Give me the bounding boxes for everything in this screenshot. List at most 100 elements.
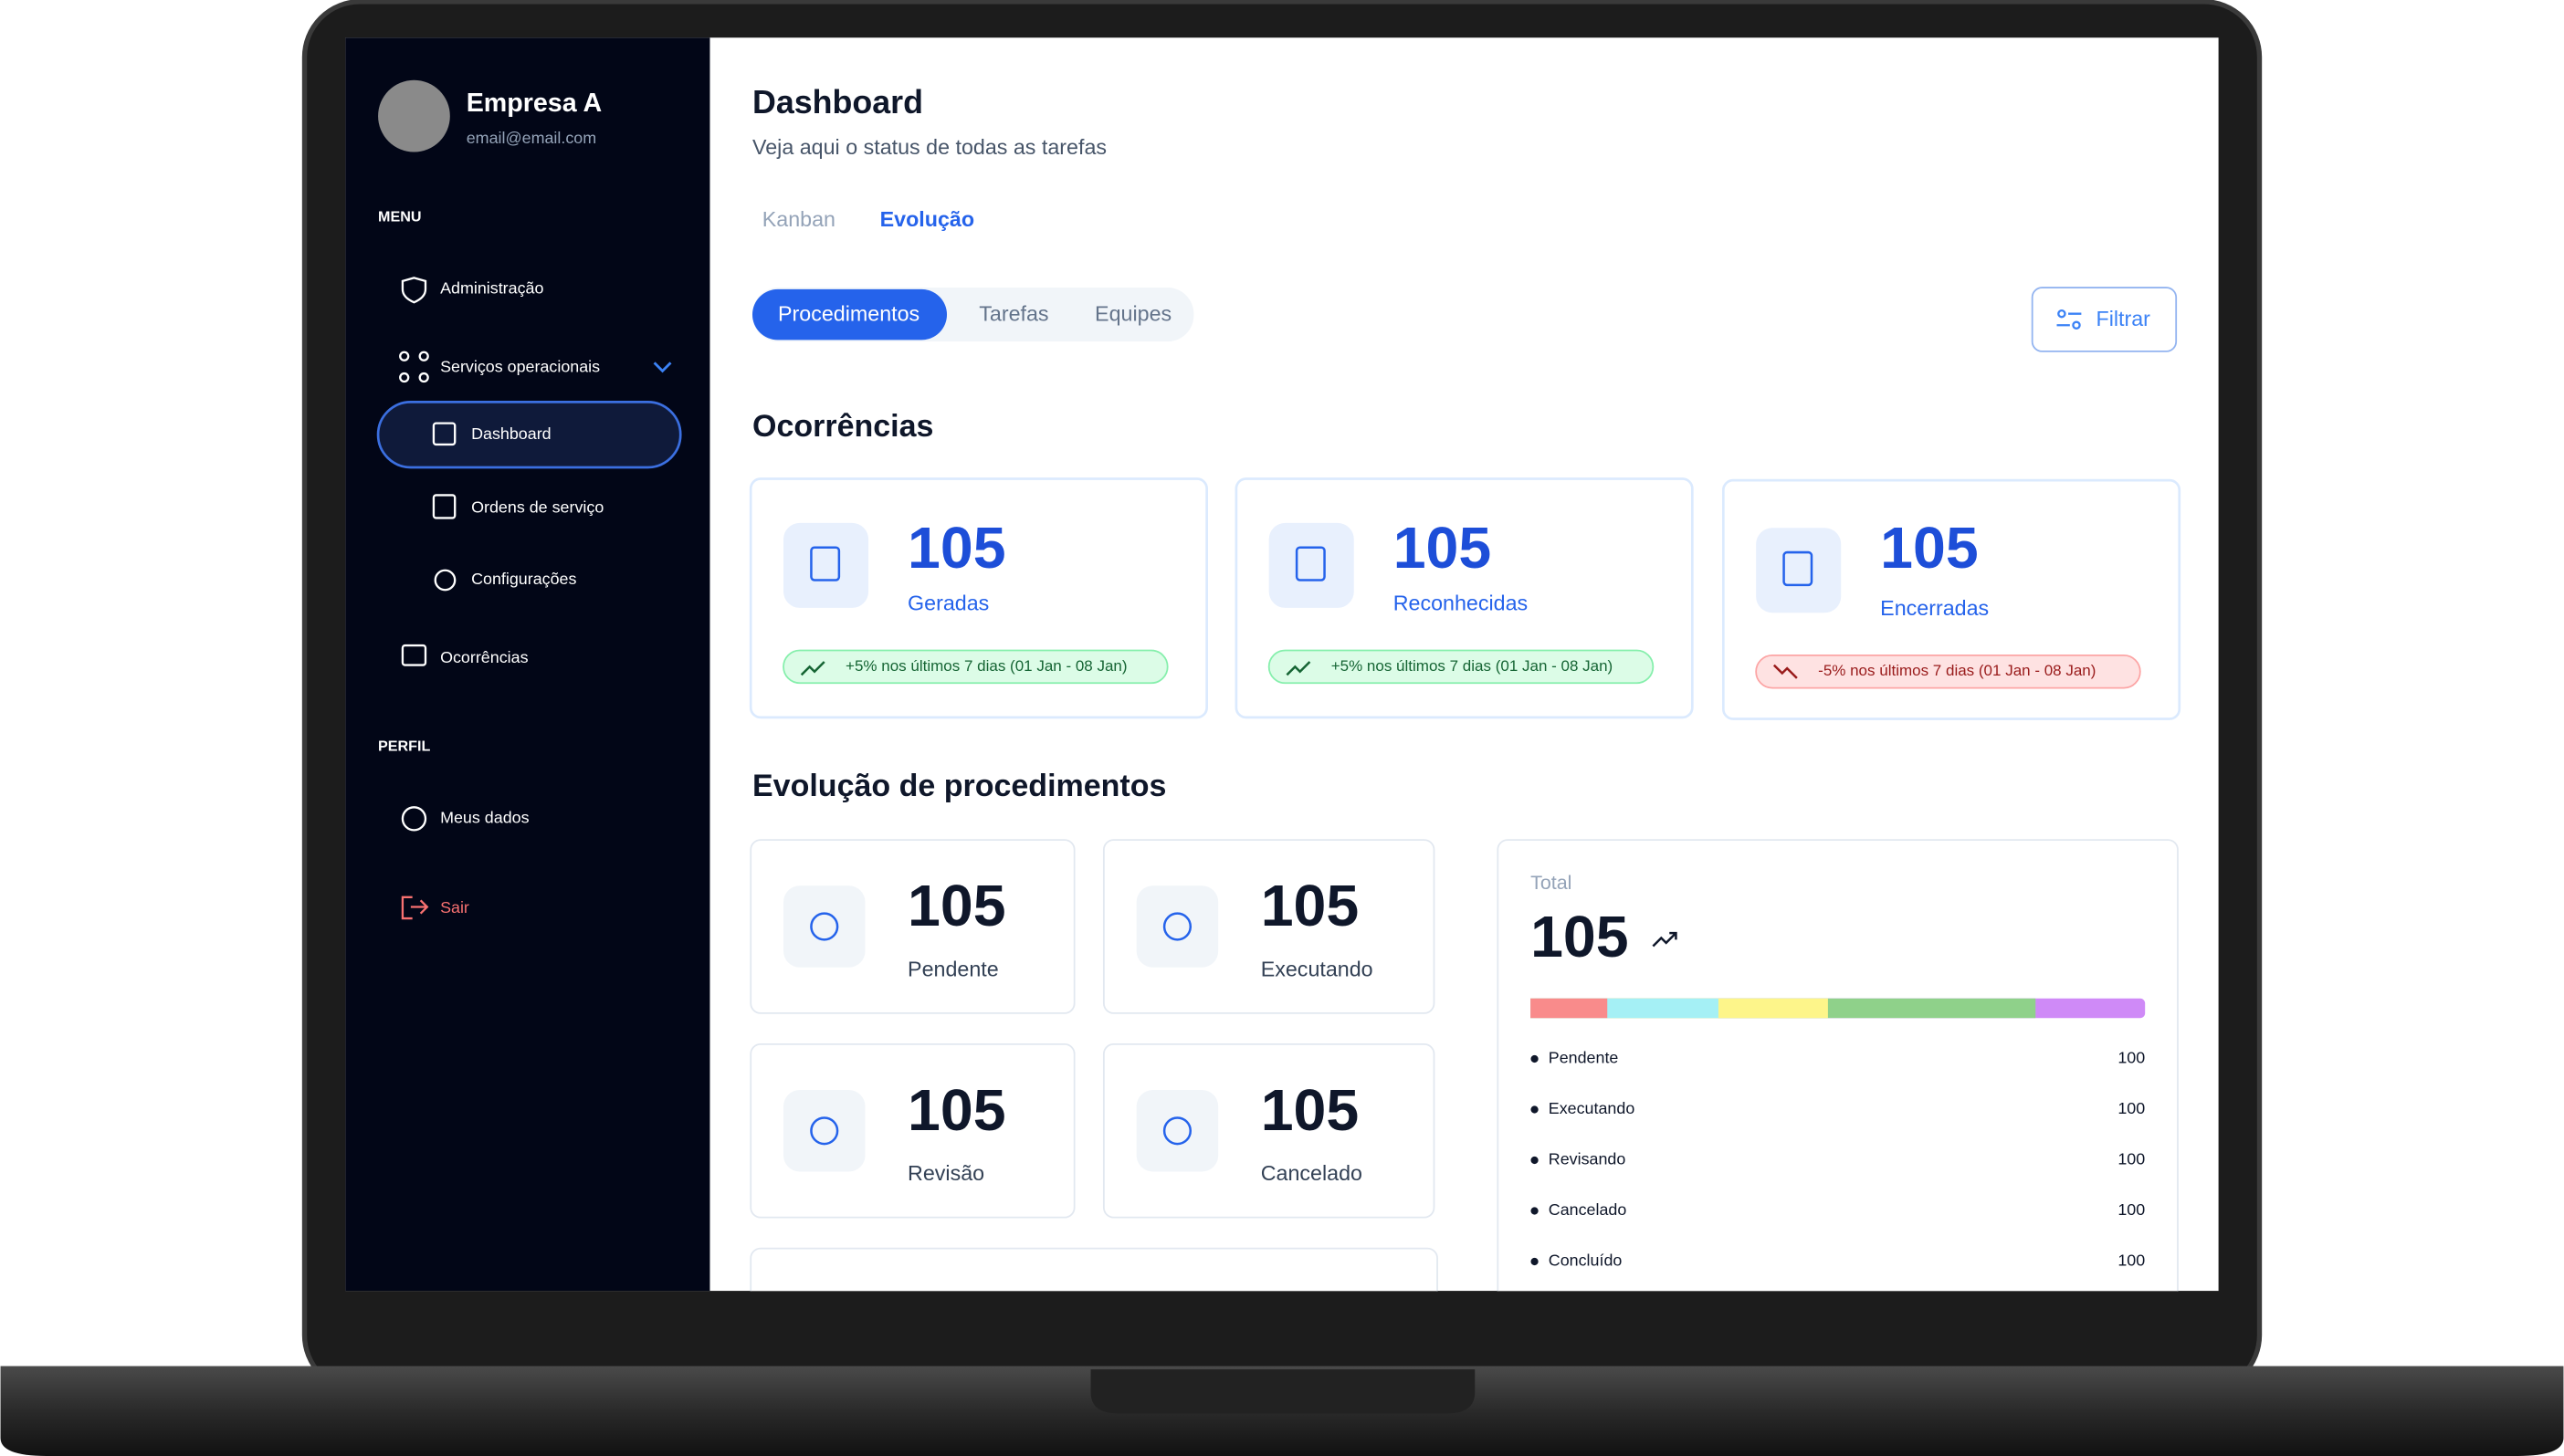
page-subtitle: Veja aqui o status de todas as tarefas <box>752 135 1107 159</box>
card <box>750 1042 1076 1219</box>
segment[interactable]: Tarefas <box>979 302 1048 326</box>
profile-label: PERFIL <box>378 738 430 754</box>
legend-name: Concluído <box>1549 1252 1623 1270</box>
company: Empresa A <box>467 89 603 118</box>
legend-name: Cancelado <box>1549 1200 1627 1219</box>
email: email@email.com <box>467 129 596 147</box>
screen: Empresa A email@email.com MENU PERFIL Da… <box>345 37 2219 1292</box>
legend-dot <box>1530 1054 1539 1063</box>
trend-icon <box>1652 931 1677 948</box>
segment[interactable]: Procedimentos <box>778 302 919 326</box>
card-value: 105 <box>908 515 1006 581</box>
card <box>750 1247 1438 1292</box>
legend-name: Pendente <box>1549 1049 1619 1067</box>
icon <box>399 351 410 361</box>
segment-active[interactable] <box>752 288 948 340</box>
menu-item[interactable]: Ocorrências <box>440 648 528 666</box>
bar-segment <box>1530 998 1608 1019</box>
legend-value: 100 <box>2117 1252 2145 1270</box>
profile-item[interactable]: Sair <box>440 898 469 917</box>
legend-value: 100 <box>2117 1200 2145 1219</box>
icon-box <box>783 885 866 968</box>
card <box>1102 1042 1435 1219</box>
card-value: 105 <box>1393 515 1492 581</box>
notch <box>1090 1369 1476 1414</box>
legend-dot <box>1530 1105 1539 1114</box>
menu-item[interactable]: Configurações <box>471 570 576 588</box>
trend-text: -5% nos últimos 7 dias (01 Jan - 08 Jan) <box>1818 662 2096 679</box>
menu-item[interactable]: Dashboard <box>471 424 552 443</box>
legend-value: 100 <box>2117 1150 2145 1168</box>
icon <box>810 546 841 581</box>
icon <box>434 569 457 592</box>
card-label: Executando <box>1261 957 1373 980</box>
card-label: Reconhecidas <box>1393 591 1528 614</box>
filter-button[interactable] <box>2031 287 2178 352</box>
icon <box>1295 546 1326 581</box>
legend-name: Executando <box>1549 1099 1635 1117</box>
icon <box>432 494 457 519</box>
total-card <box>1497 839 2179 1292</box>
card <box>1102 839 1435 1014</box>
icon <box>1162 912 1193 941</box>
total-value: 105 <box>1530 904 1629 969</box>
total-label: Total <box>1530 872 1571 894</box>
section-title: Evolução de procedimentos <box>752 769 1166 803</box>
legend-value: 100 <box>2117 1049 2145 1067</box>
icon-box <box>1756 528 1842 613</box>
icon <box>399 372 410 383</box>
section-title: Ocorrências <box>752 409 933 444</box>
filter-icon <box>2056 309 2082 330</box>
icon-box <box>1268 522 1354 608</box>
icon <box>432 422 457 446</box>
icon <box>401 896 429 920</box>
icon <box>418 372 429 383</box>
icon-box <box>783 522 869 608</box>
chevron[interactable] <box>653 361 672 373</box>
trend-text: +5% nos últimos 7 dias (01 Jan - 08 Jan) <box>1331 657 1613 675</box>
menu-item[interactable]: Ordens de serviço <box>471 498 604 516</box>
icon <box>401 806 427 832</box>
card-label: Encerradas <box>1880 596 1989 620</box>
icon <box>810 1116 839 1146</box>
legend-value: 100 <box>2117 1099 2145 1117</box>
icon-box <box>1136 885 1219 968</box>
card-label: Pendente <box>908 957 999 980</box>
card-value: 105 <box>1261 1077 1360 1143</box>
avatar <box>378 79 450 152</box>
menu-item[interactable]: Administração <box>440 279 543 298</box>
card-value: 105 <box>1880 515 1979 581</box>
trend-pill <box>1755 654 2141 689</box>
segment[interactable]: Equipes <box>1095 302 1172 326</box>
status-bar <box>1530 998 2146 1019</box>
trend-pill <box>1267 649 1655 685</box>
tab-active[interactable]: Evolução <box>880 207 974 231</box>
filter-label[interactable]: Filtrar <box>2096 307 2150 330</box>
trend-icon <box>800 661 825 676</box>
active-item[interactable] <box>376 401 682 469</box>
card <box>750 839 1076 1014</box>
card-value: 105 <box>1261 873 1360 938</box>
card-value: 105 <box>908 1077 1006 1143</box>
legend-dot <box>1530 1156 1539 1165</box>
legend-dot <box>1530 1257 1539 1266</box>
legend-name: Revisando <box>1549 1150 1626 1168</box>
tab[interactable]: Kanban <box>762 207 835 231</box>
card-label: Geradas <box>908 591 989 614</box>
profile-item[interactable]: Meus dados <box>440 809 530 827</box>
trend-pill <box>783 649 1169 685</box>
menu-item[interactable]: Serviços operacionais <box>440 358 600 376</box>
icon-box <box>783 1090 866 1172</box>
card-label: Revisão <box>908 1161 984 1185</box>
legend-dot <box>1530 1207 1539 1215</box>
trend-icon <box>1286 661 1311 676</box>
card-label: Cancelado <box>1261 1161 1362 1185</box>
icon <box>418 351 429 361</box>
icon-box <box>1136 1090 1219 1172</box>
menu-label: MENU <box>378 208 421 225</box>
trend-icon <box>1772 664 1798 679</box>
page-title: Dashboard <box>752 84 923 120</box>
icon <box>1782 550 1813 587</box>
icon <box>810 912 839 941</box>
